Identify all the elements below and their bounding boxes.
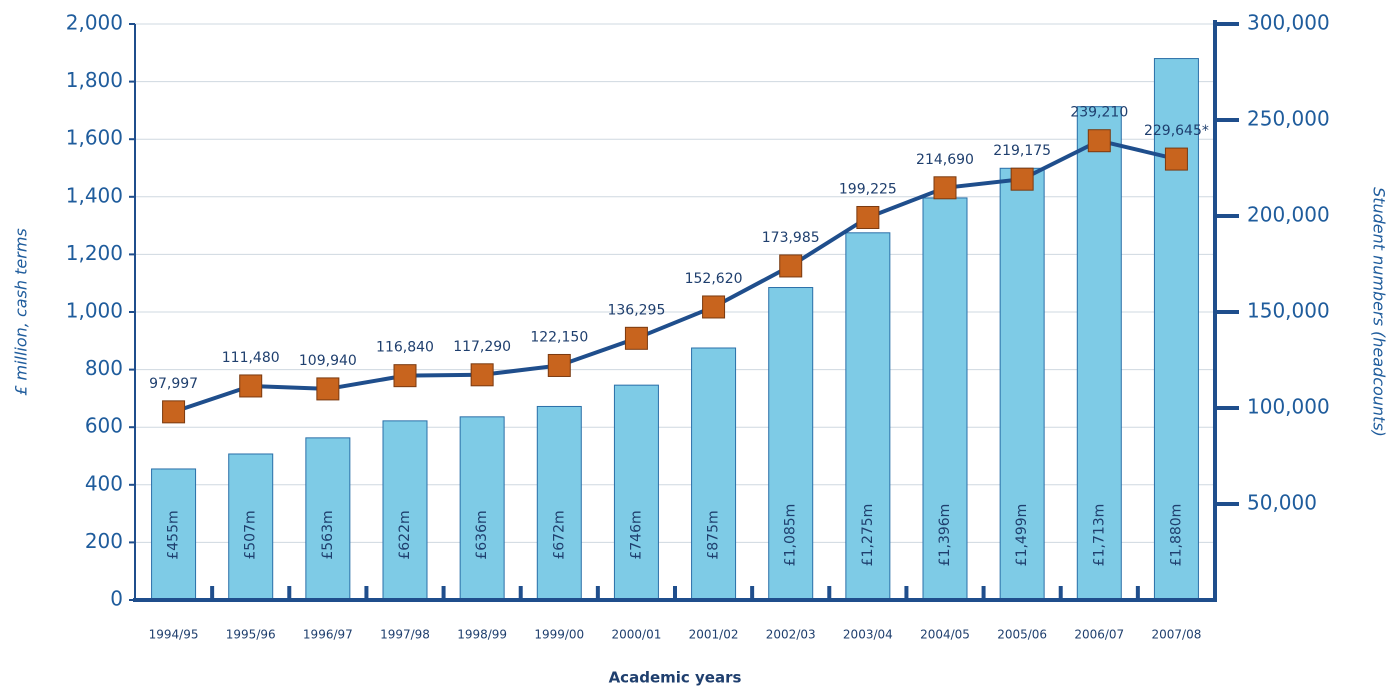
point-value-label: 116,840 xyxy=(376,340,434,356)
point-value-label: 152,620 xyxy=(685,271,743,287)
point-value-label: 97,997 xyxy=(149,376,198,392)
bar-value-label: £1,880m xyxy=(1168,504,1184,567)
x-tick-label: 2007/08 xyxy=(1151,628,1201,642)
marker xyxy=(162,400,186,424)
x-tick-label: 2006/07 xyxy=(1074,628,1124,642)
marker xyxy=(779,254,803,278)
bar-value-label: £636m xyxy=(474,510,490,559)
bar xyxy=(768,287,814,601)
bar xyxy=(1076,106,1122,601)
point-value-label: 117,290 xyxy=(453,339,511,355)
point-value-label: 229,645* xyxy=(1144,123,1209,139)
point-value-label: 136,295 xyxy=(607,302,665,318)
x-tick-label: 2001/02 xyxy=(689,628,739,642)
y2-axis-label: Student numbers (headcounts) xyxy=(1370,187,1389,437)
x-tick-label: 1997/98 xyxy=(380,628,430,642)
marker xyxy=(239,374,263,398)
marker xyxy=(1087,129,1111,153)
bar-value-label: £1,275m xyxy=(860,504,876,567)
y2-tick-label: 250,000 xyxy=(1247,107,1330,131)
y-tick-label: 1,600 xyxy=(66,126,123,150)
x-tick-label: 2002/03 xyxy=(766,628,816,642)
marker xyxy=(933,176,957,200)
bar xyxy=(459,416,505,601)
line xyxy=(172,138,1177,414)
bar xyxy=(613,384,659,601)
bar-value-label: £746m xyxy=(628,510,644,559)
marker xyxy=(1010,167,1034,191)
bar xyxy=(382,420,428,601)
x-tick-label: 2000/01 xyxy=(611,628,661,642)
bar-value-label: £507m xyxy=(243,510,259,559)
y-tick-label: 200 xyxy=(85,529,123,553)
bar-value-label: £622m xyxy=(397,510,413,559)
x-tick-label: 2005/06 xyxy=(997,628,1047,642)
bar xyxy=(536,405,582,601)
y-tick-label: 2,000 xyxy=(66,11,123,35)
point-value-label: 173,985 xyxy=(762,230,820,246)
x-tick-label: 1994/95 xyxy=(149,628,199,642)
y-tick-label: 400 xyxy=(85,471,123,495)
point-value-label: 219,175 xyxy=(993,143,1051,159)
y2-tick-label: 300,000 xyxy=(1247,11,1330,35)
x-tick-label: 2003/04 xyxy=(843,628,893,642)
x-tick-label: 1999/00 xyxy=(534,628,584,642)
x-tick-label: 2004/05 xyxy=(920,628,970,642)
marker xyxy=(393,364,417,388)
bar-value-label: £1,499m xyxy=(1014,504,1030,567)
marker xyxy=(1164,147,1188,171)
bar xyxy=(151,468,197,601)
point-value-label: 109,940 xyxy=(299,353,357,369)
x-tick-label: 1996/97 xyxy=(303,628,353,642)
bar-value-label: £875m xyxy=(706,510,722,559)
x-tick-label: 1995/96 xyxy=(226,628,276,642)
marker xyxy=(702,295,726,319)
y2-tick-label: 100,000 xyxy=(1247,395,1330,419)
y-tick-label: 1,000 xyxy=(66,299,123,323)
bar xyxy=(922,197,968,601)
bar-value-label: £1,085m xyxy=(783,504,799,567)
point-value-label: 239,210 xyxy=(1070,105,1128,121)
y-tick-label: 1,200 xyxy=(66,241,123,265)
bar xyxy=(691,347,737,601)
y-tick-label: 600 xyxy=(85,414,123,438)
point-value-label: 199,225 xyxy=(839,181,897,197)
y2-tick-label: 50,000 xyxy=(1247,491,1317,515)
point-value-label: 111,480 xyxy=(222,350,280,366)
point-value-label: 214,690 xyxy=(916,152,974,168)
marker xyxy=(470,363,494,387)
bar-value-label: £1,713m xyxy=(1091,504,1107,567)
y2-tick-label: 150,000 xyxy=(1247,299,1330,323)
bar xyxy=(845,232,891,601)
bar-value-label: £1,396m xyxy=(937,504,953,567)
x-axis-label: Academic years xyxy=(609,669,742,687)
y-tick-label: 1,400 xyxy=(66,183,123,207)
marker xyxy=(624,326,648,350)
y-tick-label: 1,800 xyxy=(66,68,123,92)
marker xyxy=(856,205,880,229)
bar-value-label: £455m xyxy=(166,510,182,559)
bar-value-label: £563m xyxy=(320,510,336,559)
y2-tick-label: 200,000 xyxy=(1247,203,1330,227)
y-tick-label: 0 xyxy=(110,587,123,611)
y-axis-label: £ million, cash terms xyxy=(12,228,31,396)
bar-value-label: £672m xyxy=(551,510,567,559)
x-tick-label: 1998/99 xyxy=(457,628,507,642)
marker xyxy=(547,353,571,377)
y-tick-label: 800 xyxy=(85,356,123,380)
marker xyxy=(316,377,340,401)
bar xyxy=(999,167,1045,601)
point-value-label: 122,150 xyxy=(530,329,588,345)
